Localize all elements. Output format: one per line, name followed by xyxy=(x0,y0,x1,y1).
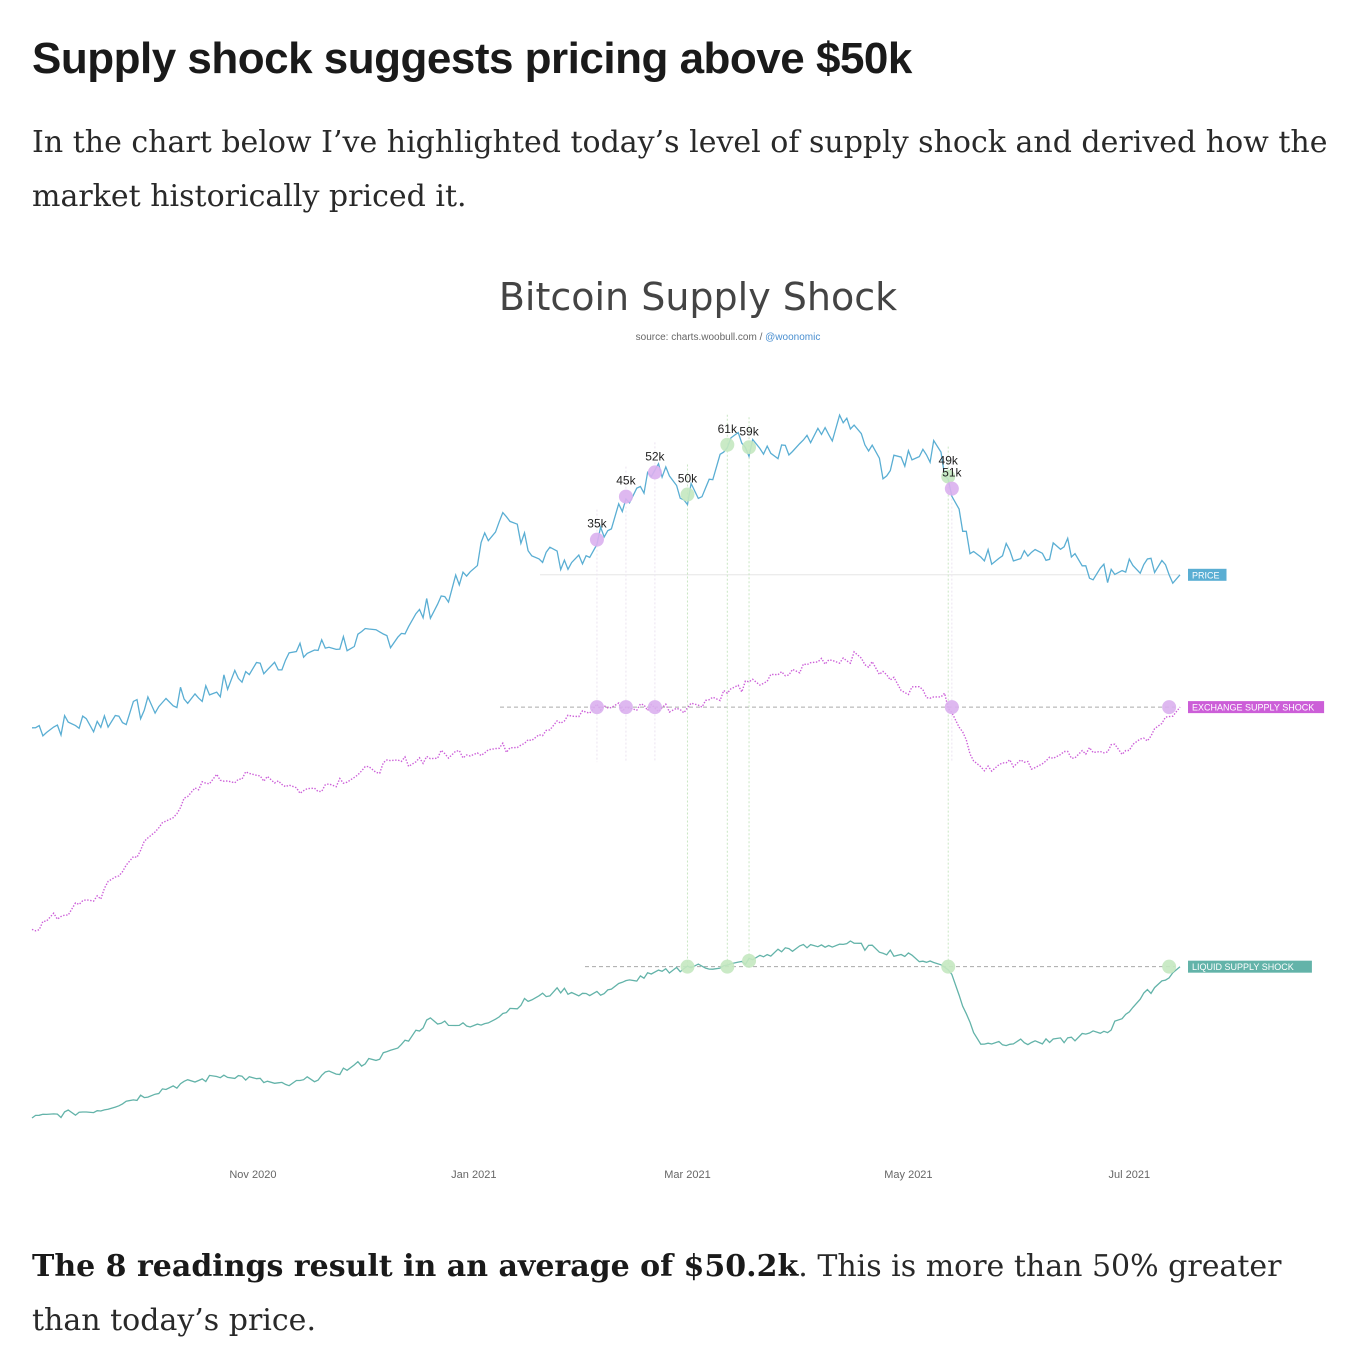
price-marker xyxy=(742,440,757,455)
supply-shock-chart: Bitcoin Supply Shock source: charts.woob… xyxy=(31,275,1325,1181)
price-marker xyxy=(589,532,604,547)
legend-tag-bg xyxy=(1188,701,1325,714)
series-marker xyxy=(941,959,956,974)
series-line-liquid-supply-shock xyxy=(31,940,1181,1119)
x-tick-label: Jan 2021 xyxy=(451,1169,496,1181)
x-tick-label: Nov 2020 xyxy=(229,1169,276,1181)
conclusion-paragraph: The 8 readings result in an average of $… xyxy=(32,1240,1332,1348)
legend-tag-label: LIQUID SUPPLY SHOCK xyxy=(1192,962,1294,972)
price-label: 51k xyxy=(942,466,962,480)
price-marker xyxy=(680,487,695,502)
x-tick-label: May 2021 xyxy=(884,1169,932,1181)
series-marker xyxy=(944,700,959,715)
price-label: 59k xyxy=(739,424,759,438)
chart-title: Bitcoin Supply Shock xyxy=(499,275,897,319)
series-marker xyxy=(589,700,604,715)
article-heading: Supply shock suggests pricing above $50k xyxy=(32,34,912,83)
series-marker xyxy=(647,700,662,715)
legend-tag-bg xyxy=(1188,960,1312,973)
series-marker xyxy=(618,700,633,715)
x-tick-label: Mar 2021 xyxy=(664,1169,710,1181)
price-marker xyxy=(941,469,956,484)
price-label: 52k xyxy=(645,449,665,463)
price-marker xyxy=(944,481,959,496)
price-label: 50k xyxy=(678,472,698,486)
legend-tag-bg xyxy=(1188,568,1227,581)
series-marker xyxy=(720,959,735,974)
legend-tag-label: EXCHANGE SUPPLY SHOCK xyxy=(1192,703,1314,713)
price-label: 49k xyxy=(939,454,959,468)
chart-source: source: charts.woobull.com / @woonomic xyxy=(636,332,821,343)
price-label: 61k xyxy=(718,422,738,436)
price-marker xyxy=(618,489,633,504)
price-marker xyxy=(720,437,735,452)
legend-tag-label: PRICE xyxy=(1192,570,1220,580)
price-label: 35k xyxy=(587,517,607,531)
price-label: 45k xyxy=(616,474,636,488)
today-exchange-marker xyxy=(1162,700,1177,715)
today-liquid-marker xyxy=(1162,959,1177,974)
chart-source-prefix: source: charts.woobull.com / xyxy=(636,332,766,343)
conclusion-bold: The 8 readings result in an average of $… xyxy=(32,1249,799,1284)
series-marker xyxy=(742,953,757,968)
legend-tag-liquid-supply-shock: LIQUID SUPPLY SHOCK xyxy=(1188,960,1312,973)
x-tick-label: Jul 2021 xyxy=(1109,1169,1151,1181)
series-line-price xyxy=(31,413,1181,738)
legend-tag-exchange-supply-shock: EXCHANGE SUPPLY SHOCK xyxy=(1188,701,1325,714)
price-marker xyxy=(647,465,662,480)
chart-source-handle: @woonomic xyxy=(765,332,820,343)
series-line-exchange-supply-shock xyxy=(31,650,1181,932)
legend-tag-price: PRICE xyxy=(1188,568,1227,581)
intro-paragraph: In the chart below I’ve highlighted toda… xyxy=(32,125,1328,214)
conclusion-text: . This is more than 50% greater than tod… xyxy=(32,1249,1282,1338)
series-marker xyxy=(680,959,695,974)
